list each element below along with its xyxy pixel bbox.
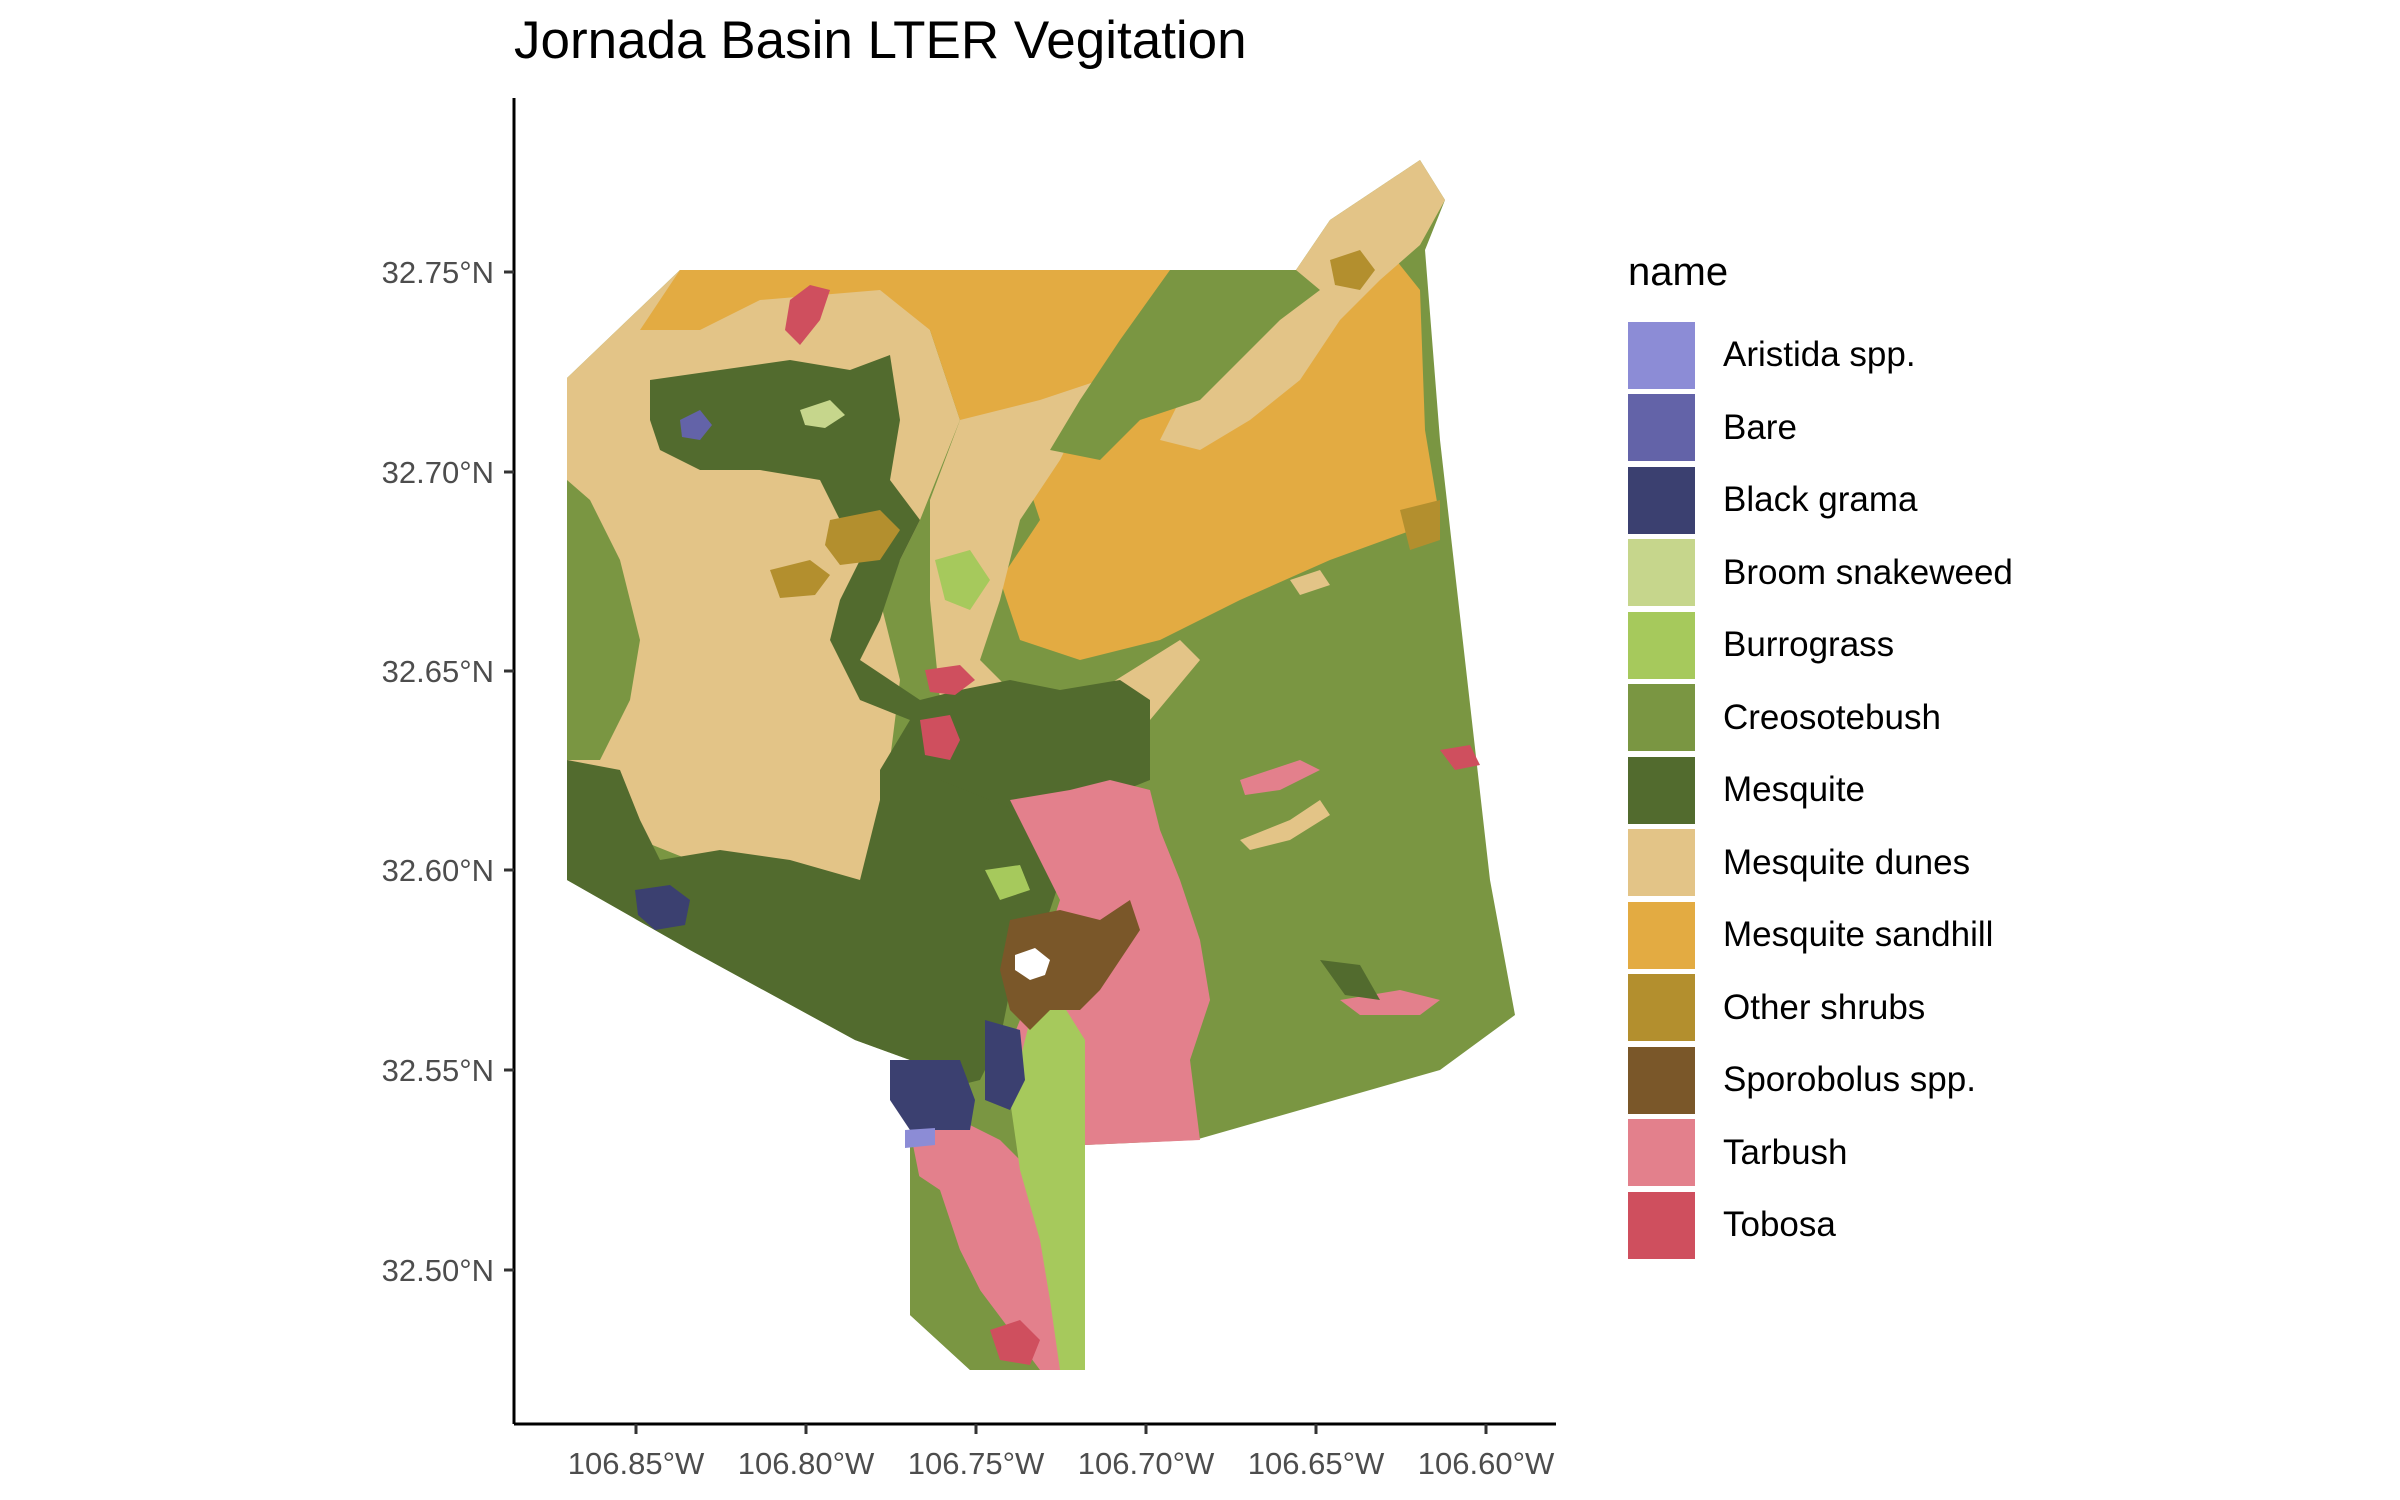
tobosa-3 — [925, 665, 975, 695]
black-grama-west — [635, 885, 690, 930]
y-tick-label: 32.60°N — [382, 853, 494, 888]
legend-swatch — [1628, 684, 1695, 752]
aristida-patch — [905, 1128, 935, 1148]
legend-label: Mesquite sandhill — [1723, 915, 1994, 955]
legend-item: Mesquite sandhill — [1628, 899, 2148, 972]
legend-item: Tobosa — [1628, 1189, 2148, 1262]
legend-label: Mesquite — [1723, 770, 1866, 810]
legend-swatch — [1628, 611, 1695, 679]
burrograss-strip — [1010, 1000, 1085, 1370]
mesquite-dunes-ne — [1160, 160, 1445, 450]
legend-label: Mesquite dunes — [1723, 842, 1971, 882]
legend-item: Mesquite — [1628, 754, 2148, 827]
mesquite-southwest — [567, 760, 1060, 1090]
y-tick-label: 32.75°N — [382, 255, 494, 290]
x-tick-label: 106.75°W — [908, 1446, 1045, 1481]
legend-items: Aristida spp. Bare Black grama Broom sna… — [1628, 319, 2148, 1262]
legend-item: Black grama — [1628, 464, 2148, 537]
black-grama-patch — [985, 1020, 1025, 1110]
legend-label: Burrograss — [1723, 625, 1895, 665]
legend-label: Sporobolus spp. — [1723, 1060, 1976, 1100]
x-tick-label: 106.85°W — [568, 1446, 705, 1481]
vegetation-map — [567, 160, 1515, 1370]
legend-item: Creosotebush — [1628, 682, 2148, 755]
legend-item: Other shrubs — [1628, 972, 2148, 1045]
legend-swatch — [1628, 394, 1695, 462]
burrograss-patch-2 — [985, 865, 1030, 900]
other-shrubs-1 — [825, 510, 900, 565]
y-tick-label: 32.50°N — [382, 1253, 494, 1288]
legend-label: Aristida spp. — [1723, 335, 1916, 375]
mesquite-dunes-central — [930, 380, 1200, 760]
tobosa-1 — [785, 285, 830, 345]
y-tick-label: 32.65°N — [382, 654, 494, 689]
legend-item: Tarbush — [1628, 1117, 2148, 1190]
other-shrubs-4 — [1400, 500, 1440, 550]
tarbush-east-1 — [1240, 760, 1320, 795]
legend-swatch — [1628, 466, 1695, 534]
tobosa-5 — [990, 1320, 1040, 1365]
broom-snakeweed-patch — [800, 400, 845, 428]
legend-title: name — [1628, 250, 1729, 294]
legend-label: Tarbush — [1723, 1132, 1848, 1172]
axes: 32.75°N 32.70°N 32.65°N 32.60°N 32.55°N … — [382, 98, 1556, 1481]
legend-label: Tobosa — [1723, 1205, 1836, 1245]
x-tick-label: 106.80°W — [738, 1446, 875, 1481]
other-shrubs-3 — [1330, 250, 1375, 290]
legend-swatch — [1628, 539, 1695, 607]
mesquite-dunes-east-1 — [1240, 800, 1330, 850]
legend-label: Black grama — [1723, 480, 1918, 520]
legend-swatch — [1628, 1046, 1695, 1114]
legend-swatch — [1628, 974, 1695, 1042]
x-tick-label: 106.70°W — [1078, 1446, 1215, 1481]
legend-item: Bare — [1628, 392, 2148, 465]
legend: name Aristida spp. Bare Black grama Broo… — [1628, 250, 2148, 1262]
mesquite-east-block — [1320, 960, 1380, 1000]
plot-title: Jornada Basin LTER Vegitation — [514, 11, 1247, 70]
legend-swatch — [1628, 901, 1695, 969]
legend-label: Creosotebush — [1723, 697, 1941, 737]
legend-item: Burrograss — [1628, 609, 2148, 682]
legend-label: Bare — [1723, 407, 1797, 447]
mesquite-dunes-east-2 — [1290, 570, 1330, 595]
y-tick-label: 32.55°N — [382, 1053, 494, 1088]
legend-item: Broom snakeweed — [1628, 537, 2148, 610]
legend-item: Aristida spp. — [1628, 319, 2148, 392]
burrograss-patch-1 — [935, 550, 990, 610]
legend-label: Broom snakeweed — [1723, 552, 2013, 592]
tobosa-2 — [920, 715, 960, 760]
mesquite-corridor — [650, 355, 1150, 880]
x-tick-label: 106.65°W — [1248, 1446, 1385, 1481]
legend-item: Mesquite dunes — [1628, 827, 2148, 900]
tarbush-bottom — [910, 1120, 1085, 1370]
legend-label: Other shrubs — [1723, 987, 1926, 1027]
black-grama-block — [890, 1060, 975, 1130]
creosotebush-bottom — [910, 1170, 1020, 1370]
tobosa-4 — [1440, 745, 1480, 770]
legend-swatch — [1628, 829, 1695, 897]
sporobolus-central — [1000, 900, 1140, 1030]
other-shrubs-2 — [770, 560, 830, 598]
legend-swatch — [1628, 321, 1695, 389]
creosotebush-band — [1050, 270, 1320, 460]
bare-patch — [680, 410, 712, 440]
y-tick-label: 32.70°N — [382, 455, 494, 490]
unmapped-hole — [1015, 948, 1050, 980]
legend-swatch — [1628, 1119, 1695, 1187]
x-tick-label: 106.60°W — [1418, 1446, 1555, 1481]
legend-swatch — [1628, 756, 1695, 824]
legend-swatch — [1628, 1191, 1695, 1259]
legend-item: Sporobolus spp. — [1628, 1044, 2148, 1117]
